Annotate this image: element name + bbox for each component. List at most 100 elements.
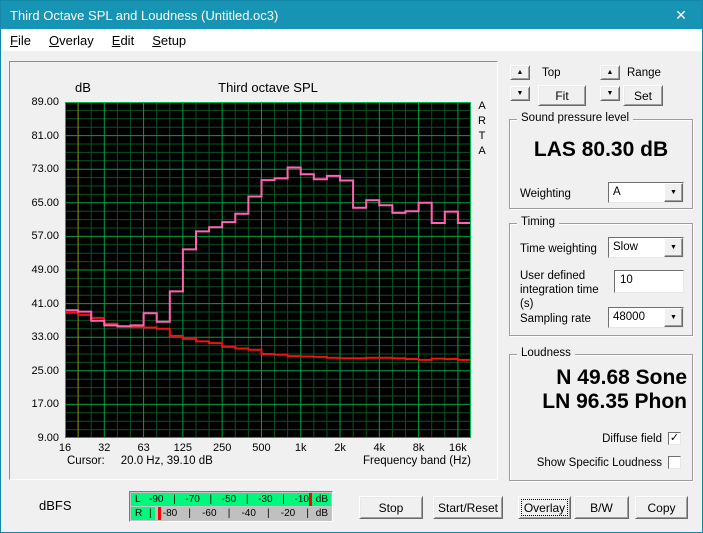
spl-group-legend: Sound pressure level	[517, 112, 634, 124]
menu-item-file[interactable]: File	[10, 32, 31, 48]
meter-scale-label: -50	[221, 494, 237, 505]
x-tick-label: 4k	[373, 442, 386, 454]
x-tick-label: 500	[252, 442, 271, 454]
x-tick-label: 125	[173, 442, 193, 454]
spl-groupbox: Sound pressure level LAS 80.30 dB	[509, 112, 693, 209]
dropdown-arrow-icon[interactable]: ▼	[664, 238, 683, 257]
level-meter: L -90 | -70 | -50 | -30 | -10 dB R | -80 | -60 | -40 | -20 |…	[129, 491, 333, 522]
x-tick-label: 1k	[294, 442, 307, 454]
dbfs-label: dBFS	[39, 498, 72, 513]
x-tick-label: 16k	[449, 442, 467, 454]
show-specific-loudness-label: Show Specific Loudness	[536, 456, 662, 469]
checkbox-row: Diffuse field ✓	[602, 432, 681, 445]
range-down-button[interactable]: ▼	[600, 86, 620, 101]
show-specific-loudness-checkbox[interactable]	[668, 456, 681, 469]
integration-time-input[interactable]: 10	[614, 270, 684, 293]
meter-scale-label: -20	[280, 508, 296, 519]
time-weighting-value: Slow	[613, 241, 638, 253]
meter-channel-label: R	[135, 508, 143, 519]
diffuse-field-checkbox[interactable]: ✓	[668, 432, 681, 445]
time-weighting-label: Time weighting	[520, 243, 597, 255]
range-up-button[interactable]: ▲	[600, 65, 620, 80]
meter-scale-label: -70	[185, 494, 200, 505]
menu-bar: File Overlay Edit Setup	[1, 29, 702, 51]
up-arrow-icon: ▲	[516, 69, 524, 76]
y-tick-label: 73.00	[31, 163, 59, 176]
diffuse-field-label: Diffuse field	[602, 432, 662, 445]
meter-row-r: R | -80 | -60 | -40 | -20 | dB	[131, 507, 331, 520]
meter-tick: |	[306, 508, 309, 519]
meter-tick: |	[245, 494, 249, 505]
close-button[interactable]: ✕	[660, 1, 702, 29]
y-tick-label: 57.00	[31, 230, 59, 243]
meter-tick: |	[188, 508, 191, 519]
loudness-ln-value: LN 96.35 Phon	[542, 390, 687, 413]
spl-value: LAS 80.30 dB	[533, 138, 669, 161]
meter-scale-label: -10	[294, 494, 309, 505]
loudness-group-legend: Loudness	[517, 347, 575, 359]
meter-scale: -90 | -70 | -50 | -30 | -10	[149, 494, 309, 506]
menu-item-overlay[interactable]: Overlay	[48, 32, 94, 48]
meter-channel-label: L	[135, 494, 141, 505]
y-tick-label: 65.00	[31, 196, 59, 209]
dropdown-arrow-icon[interactable]: ▼	[664, 308, 683, 327]
weighting-dropdown[interactable]: A ▼	[608, 182, 684, 203]
meter-scale-label: -40	[241, 508, 256, 519]
y-tick-label: 49.00	[31, 264, 59, 276]
b-w-button[interactable]: B/W	[574, 496, 629, 519]
y-tick-label: 17.00	[31, 398, 59, 411]
meter-scale-label: -30	[258, 494, 273, 505]
y-axis-unit-label: dB	[75, 80, 91, 95]
top-up-button[interactable]: ▲	[510, 65, 530, 80]
close-icon: ✕	[675, 6, 687, 23]
meter-unit-label: dB	[315, 508, 328, 519]
x-tick-label: 32	[98, 442, 111, 454]
checkbox-row: Show Specific Loudness	[537, 456, 681, 469]
x-tick-label: 2k	[334, 442, 346, 454]
meter-unit-label: dB	[315, 494, 328, 505]
time-weighting-dropdown[interactable]: Slow ▼	[608, 237, 684, 258]
title-bar: Third Octave SPL and Loudness (Untitled.…	[1, 1, 702, 29]
sampling-rate-value: 48000	[613, 311, 645, 323]
y-tick-label: 9.00	[37, 432, 59, 444]
x-tick-label: 8k	[412, 442, 425, 454]
meter-tick: |	[267, 508, 270, 519]
dropdown-arrow-icon[interactable]: ▼	[664, 183, 683, 202]
loudness-n-value: N 49.68 Sone	[556, 366, 687, 389]
meter-tick: |	[149, 508, 152, 519]
sampling-rate-label: Sampling rate	[520, 313, 591, 325]
timing-group-legend: Timing	[517, 216, 560, 228]
x-tick-label: 63	[137, 442, 150, 454]
meter-tick: |	[227, 508, 231, 519]
weighting-label: Weighting	[520, 188, 571, 200]
spl-plot-area[interactable]	[65, 102, 471, 438]
meter-fill	[131, 507, 155, 520]
sampling-rate-dropdown[interactable]: 48000 ▼	[608, 307, 684, 328]
set-button[interactable]: Set	[623, 85, 663, 106]
menu-item-setup[interactable]: Setup	[152, 32, 187, 48]
integration-time-label: User defined integration time (s)	[520, 270, 599, 310]
start-reset-button[interactable]: Start/Reset	[433, 496, 503, 519]
meter-scale-label: -90	[149, 494, 164, 505]
meter-scale-label: -60	[202, 508, 217, 519]
meter-tick: |	[282, 494, 285, 505]
timing-groupbox: Timing	[509, 216, 693, 336]
cursor-readout: Cursor: 20.0 Hz, 39.10 dB	[67, 455, 213, 467]
fit-button[interactable]: Fit	[538, 85, 586, 106]
x-tick-label: 16	[58, 442, 72, 454]
menu-item-edit[interactable]: Edit	[111, 32, 135, 48]
meter-scale: | -80 | -60 | -40 | -20 |	[149, 508, 309, 520]
y-tick-label: 33.00	[31, 331, 59, 344]
overlay-button[interactable]: Overlay	[518, 496, 571, 519]
window-title: Third Octave SPL and Loudness (Untitled.…	[10, 7, 279, 23]
meter-peak-indicator	[158, 507, 161, 520]
copy-button[interactable]: Copy	[635, 496, 688, 519]
weighting-value: A	[613, 186, 621, 198]
chart-title: Third octave SPL	[218, 80, 318, 95]
stop-button[interactable]: Stop	[359, 496, 423, 519]
x-tick-label: 250	[212, 442, 232, 454]
up-arrow-icon: ▲	[606, 69, 614, 76]
meter-peak-indicator	[309, 493, 312, 506]
top-down-button[interactable]: ▼	[510, 86, 530, 101]
